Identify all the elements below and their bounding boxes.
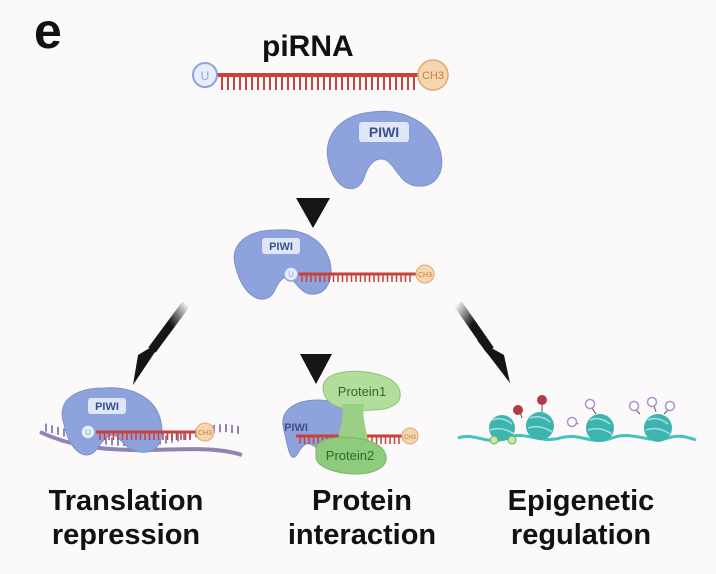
caption-line: regulation [510,519,652,551]
caption-line: interaction [287,519,437,551]
arrow-to-epigenetic [454,301,510,383]
protein2: Protein2 [315,436,387,475]
caption-translation-repression: Translation repression [16,484,236,552]
translation-repression-illustration: PIWI U CH3 [39,387,243,457]
caption-line: Translation [48,485,204,517]
piwi-label: PIWI [369,124,399,140]
ch3-cap-label: CH3 [404,435,417,441]
protein1-label: Protein1 [338,384,386,399]
histone-mark-open [664,400,676,412]
piwi-label: PIWI [284,422,308,434]
diagram-title: piRNA [262,30,354,63]
epigenetic-regulation-illustration [457,395,697,445]
u-cap-top: U [192,62,218,88]
piwi-label: PIWI [269,241,293,253]
histone-mark-open [584,398,596,410]
caption-line: Epigenetic [507,485,655,517]
caption-protein-interaction: Protein interaction [252,484,472,552]
histone-mark-red [537,395,547,405]
nucleosome-4 [628,396,676,442]
u-cap-label: U [201,69,210,83]
piwi-label: PIWI [95,401,119,413]
ch3-cap-label: CH3 [422,70,444,82]
u-cap-label: U [85,428,91,437]
ch3-cap-top: CH3 [417,59,449,91]
u-cap-label: U [288,270,294,279]
piwi-protein-free: PIWI [326,110,443,189]
arrow-binding [296,108,330,228]
piwi-pirna-complex: PIWI U CH3 [233,229,435,300]
protein-interaction-illustration: CH3 PIWI Protein1 Protein2 [282,370,419,475]
histone-mark-red [513,405,523,415]
protein2-label: Protein2 [326,448,374,463]
arrow-to-translation [133,301,190,385]
protein1: Protein1 [322,370,401,411]
histone-mark-open [646,396,658,408]
pirna-backbone [216,73,418,90]
histone-mark-open [566,416,578,428]
caption-line: repression [51,519,201,551]
panel-letter: e [34,3,62,59]
arrow-to-protein [300,308,332,384]
caption-epigenetic-regulation: Epigenetic regulation [471,484,691,552]
ch3-cap-label: CH3 [418,272,432,279]
caption-line: Protein [312,485,412,517]
nucleosome-1 [489,415,517,445]
nucleosome-3 [566,398,614,442]
ch3-cap-label: CH3 [198,430,212,437]
pirna-strand-free: U CH3 [192,59,449,91]
nucleosome-2 [513,395,554,440]
histone-mark-open [628,400,640,412]
